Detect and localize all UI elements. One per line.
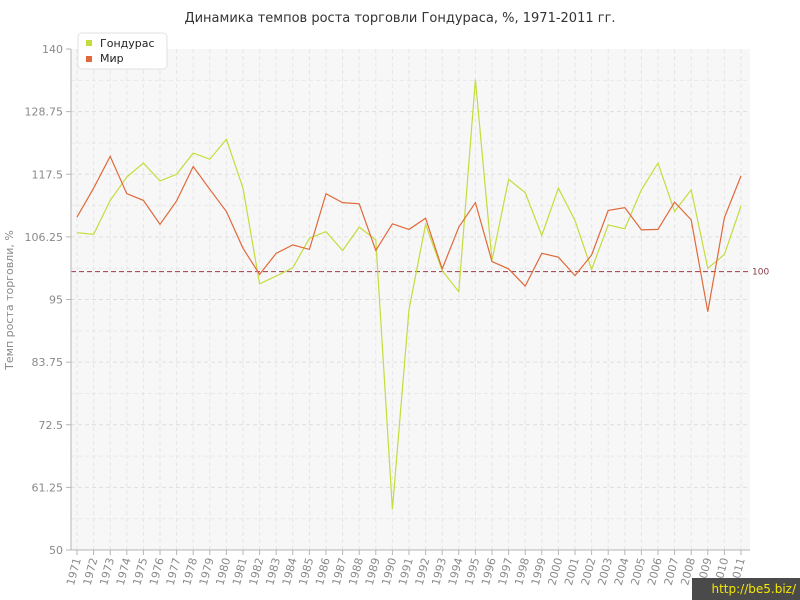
y-axis-label: Темп роста торговли, % — [3, 230, 16, 371]
y-tick-label: 117.5 — [32, 168, 64, 181]
y-tick-label: 50 — [49, 544, 63, 557]
series-line-world — [76, 155, 742, 312]
watermark: http://be5.biz/ — [692, 578, 800, 600]
y-tick-label: 61.25 — [32, 481, 64, 494]
legend-swatch-world — [86, 56, 92, 62]
x-tick-labels: 1971197219731974197519761977197819791980… — [64, 550, 748, 587]
legend-swatch-honduras — [86, 40, 92, 46]
y-tick-label: 106.25 — [25, 231, 64, 244]
chart-title: Динамика темпов роста торговли Гондураса… — [184, 11, 615, 26]
series-lines — [76, 79, 742, 510]
grid-lines — [71, 49, 750, 550]
y-tick-label: 72.5 — [39, 419, 64, 432]
y-tick-labels: 50 61.25 72.5 83.75 95 106.25 117.5 128.75 140 — [25, 43, 71, 557]
legend: Гондурас Мир — [77, 32, 168, 70]
legend-label-world: Мир — [100, 52, 124, 65]
reference-line-label: 100 — [752, 268, 769, 278]
y-tick-label: 140 — [42, 43, 63, 56]
y-tick-label: 83.75 — [32, 356, 64, 369]
legend-label-honduras: Гондурас — [100, 37, 155, 50]
reference-line-group: 100 — [71, 268, 769, 278]
legend-box — [77, 32, 168, 70]
y-tick-label: 128.75 — [25, 106, 64, 119]
y-tick-label: 95 — [49, 294, 63, 307]
